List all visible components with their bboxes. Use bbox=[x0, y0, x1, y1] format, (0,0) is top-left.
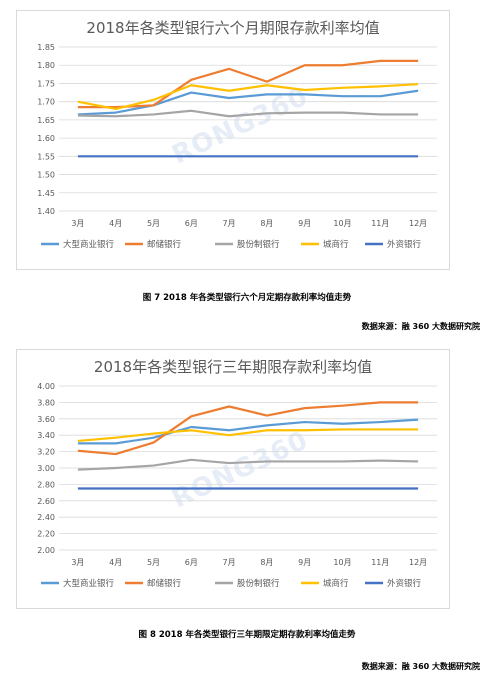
x-tick-label: 11月 bbox=[371, 219, 389, 228]
x-tick-label: 6月 bbox=[185, 558, 198, 567]
x-tick-label: 9月 bbox=[298, 558, 311, 567]
x-tick-label: 6月 bbox=[185, 219, 198, 228]
chart-2-plot: 2.00 2.20 2.40 2.60 2.80 3.00 3.20 3.40 3.60 3.80… bbox=[37, 382, 437, 589]
legend-label: 股份制银行 bbox=[237, 239, 280, 250]
x-tick-label: 10月 bbox=[333, 558, 351, 567]
legend-label: 外资银行 bbox=[387, 578, 422, 589]
y-tick-label: 2.80 bbox=[37, 480, 55, 489]
x-tick-label: 7月 bbox=[223, 219, 236, 228]
series-line-1 bbox=[77, 59, 419, 109]
series-line-3 bbox=[77, 428, 419, 443]
chart-1: 2018年各类型银行六个月期限存款利率均值 RONG360 1.40 1.45 1.… bbox=[16, 10, 450, 270]
chart-2-caption: 图 8 2018 年各类型银行三年期限定期存款利率均值走势 bbox=[138, 630, 356, 640]
y-tick-label: 3.00 bbox=[37, 464, 55, 473]
y-tick-label: 1.50 bbox=[37, 171, 55, 180]
y-tick-label: 3.60 bbox=[37, 415, 55, 424]
chart-2-title: 2018年各类型银行三年期限存款利率均值 bbox=[93, 358, 373, 376]
y-tick-label: 2.40 bbox=[37, 513, 55, 522]
y-tick-label: 1.75 bbox=[37, 79, 55, 88]
chart-1-caption: 图 7 2018 年各类型银行六个月定期存款利率均值走势 bbox=[142, 293, 352, 303]
series-line-0 bbox=[77, 89, 419, 116]
series-line-2 bbox=[77, 458, 419, 471]
x-tick-label: 8月 bbox=[260, 219, 273, 228]
chart-2-source: 数据来源：融 360 大数据研究院 bbox=[361, 662, 480, 671]
x-tick-label: 12月 bbox=[409, 219, 427, 228]
x-tick-label: 8月 bbox=[260, 558, 273, 567]
chart-2: 2018年各类型银行三年期限存款利率均值 RONG360 2.00 2.20 2.4… bbox=[16, 349, 450, 609]
y-tick-label: 1.55 bbox=[37, 152, 55, 161]
series-line-1 bbox=[77, 401, 419, 456]
y-tick-label: 4.00 bbox=[37, 382, 55, 391]
y-tick-label: 1.80 bbox=[37, 61, 55, 70]
y-tick-label: 3.80 bbox=[37, 398, 55, 407]
y-tick-label: 1.65 bbox=[37, 116, 55, 125]
y-tick-label: 2.60 bbox=[37, 497, 55, 506]
y-tick-label: 1.70 bbox=[37, 98, 55, 107]
legend-label: 大型商业银行 bbox=[63, 239, 115, 250]
series-line-0 bbox=[77, 418, 419, 445]
x-tick-label: 12月 bbox=[409, 558, 427, 567]
x-tick-label: 3月 bbox=[71, 558, 84, 567]
x-tick-label: 4月 bbox=[109, 219, 122, 228]
x-tick-label: 7月 bbox=[223, 558, 236, 567]
y-tick-label: 3.20 bbox=[37, 448, 55, 457]
series-line-2 bbox=[77, 109, 419, 118]
y-tick-label: 1.40 bbox=[37, 207, 55, 216]
legend-label: 邮储银行 bbox=[147, 239, 182, 250]
legend-label: 外资银行 bbox=[387, 239, 422, 250]
x-tick-label: 4月 bbox=[109, 558, 122, 567]
legend-label: 大型商业银行 bbox=[63, 578, 115, 589]
x-tick-label: 9月 bbox=[298, 219, 311, 228]
chart-1-source: 数据来源：融 360 大数据研究院 bbox=[361, 322, 480, 331]
chart-1-plot: 1.40 1.45 1.50 1.55 1.60 1.65 1.70 1.75 1.80 1.85… bbox=[37, 43, 437, 250]
y-tick-label: 1.45 bbox=[37, 189, 55, 198]
x-tick-label: 5月 bbox=[147, 219, 160, 228]
x-tick-label: 3月 bbox=[71, 219, 84, 228]
series-line-3 bbox=[77, 83, 419, 111]
y-tick-label: 2.00 bbox=[37, 546, 55, 555]
x-tick-label: 11月 bbox=[371, 558, 389, 567]
legend-label: 邮储银行 bbox=[147, 578, 182, 589]
legend-label: 城商行 bbox=[323, 578, 349, 589]
legend-label: 股份制银行 bbox=[237, 578, 280, 589]
y-tick-label: 2.20 bbox=[37, 530, 55, 539]
y-tick-label: 1.85 bbox=[37, 43, 55, 52]
x-tick-label: 5月 bbox=[147, 558, 160, 567]
y-tick-label: 1.60 bbox=[37, 134, 55, 143]
y-tick-label: 3.40 bbox=[37, 431, 55, 440]
legend-label: 城商行 bbox=[323, 239, 349, 250]
chart-1-title: 2018年各类型银行六个月期限存款利率均值 bbox=[86, 19, 380, 37]
x-tick-label: 10月 bbox=[333, 219, 351, 228]
